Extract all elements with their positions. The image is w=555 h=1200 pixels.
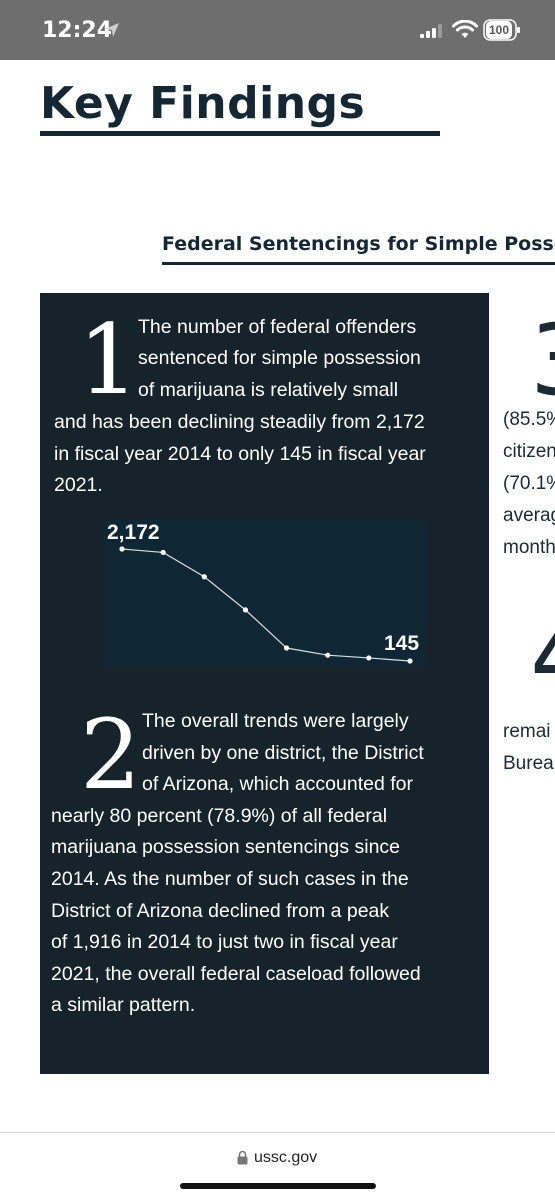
- findings-card: [40, 293, 489, 1074]
- finding-3-line: month: [503, 537, 555, 558]
- finding-2-line: a similar pattern.: [51, 994, 196, 1016]
- finding-1-line: of marijuana is relatively small: [138, 379, 399, 401]
- section-title: Federal Sentencings for Simple Possessio…: [162, 233, 555, 255]
- cellular-signal-icon: [420, 24, 442, 38]
- finding-2-line: District of Arizona declined from a peak: [51, 900, 390, 922]
- finding-2-line: 2014. As the number of such cases in the: [51, 868, 409, 890]
- finding-3-line: (85.5%: [503, 409, 555, 430]
- finding-1-line: sentenced for simple possession: [138, 347, 421, 369]
- chart-last-label: 145: [384, 632, 420, 655]
- trend-chart-plot: [119, 546, 413, 664]
- finding-2-line: 2021, the overall federal caseload follo…: [51, 963, 421, 985]
- battery-level: 100: [486, 21, 512, 39]
- trend-chart: [104, 520, 425, 666]
- wifi-icon: [452, 20, 478, 38]
- finding-2-line: driven by one district, the District: [142, 742, 424, 764]
- trend-point-2015: [160, 549, 166, 556]
- chart-first-label: 2,172: [107, 521, 160, 544]
- address-bar-url[interactable]: ussc.gov: [254, 1149, 318, 1166]
- trend-point-2017: [242, 607, 249, 613]
- trend-line: [121, 548, 411, 662]
- finding-4-line: Burea: [503, 753, 554, 774]
- finding-2-line: of Arizona, which accounted for: [142, 773, 413, 795]
- finding-1-line: 2021.: [54, 474, 103, 496]
- battery-icon: [483, 19, 520, 41]
- finding-number-4: 4: [530, 608, 555, 706]
- status-time: 12:24: [42, 18, 113, 43]
- title-underline: [40, 131, 440, 136]
- finding-1-line: The number of federal offenders: [138, 316, 417, 338]
- trend-point-2020: [366, 655, 372, 661]
- finding-3-line: averag: [503, 505, 555, 526]
- finding-3-line: citizen: [503, 441, 555, 462]
- finding-2-line: The overall trends were largely: [142, 710, 409, 732]
- finding-4-line: remai: [503, 721, 551, 742]
- finding-1-line: and has been declining steadily from 2,1…: [54, 411, 425, 433]
- trend-point-2021: [407, 658, 413, 664]
- finding-3-line: (70.1%: [503, 473, 555, 494]
- finding-2-line: marijuana possession sentencings since: [51, 836, 401, 858]
- lock-icon: [237, 1150, 248, 1165]
- section-underline: [162, 262, 555, 265]
- trend-point-2016: [201, 574, 207, 580]
- finding-2-line: of 1,916 in 2014 to just two in fiscal y…: [51, 931, 398, 953]
- finding-2-line: nearly 80 percent (78.9%) of all federal: [51, 805, 388, 827]
- trend-point-2019: [325, 652, 331, 658]
- finding-number-1: 1: [78, 304, 140, 416]
- trend-point-2018: [283, 645, 290, 651]
- finding-number-2: 2: [80, 699, 142, 811]
- location-arrow-icon: [105, 23, 119, 37]
- home-indicator[interactable]: [180, 1183, 376, 1189]
- trend-point-2014: [119, 546, 125, 552]
- page-title: Key Findings: [40, 78, 366, 129]
- finding-1-line: in fiscal year 2014 to only 145 in fisca…: [54, 443, 426, 465]
- finding-number-3: 3: [530, 312, 555, 410]
- status-bar: 12:24 100: [0, 0, 555, 60]
